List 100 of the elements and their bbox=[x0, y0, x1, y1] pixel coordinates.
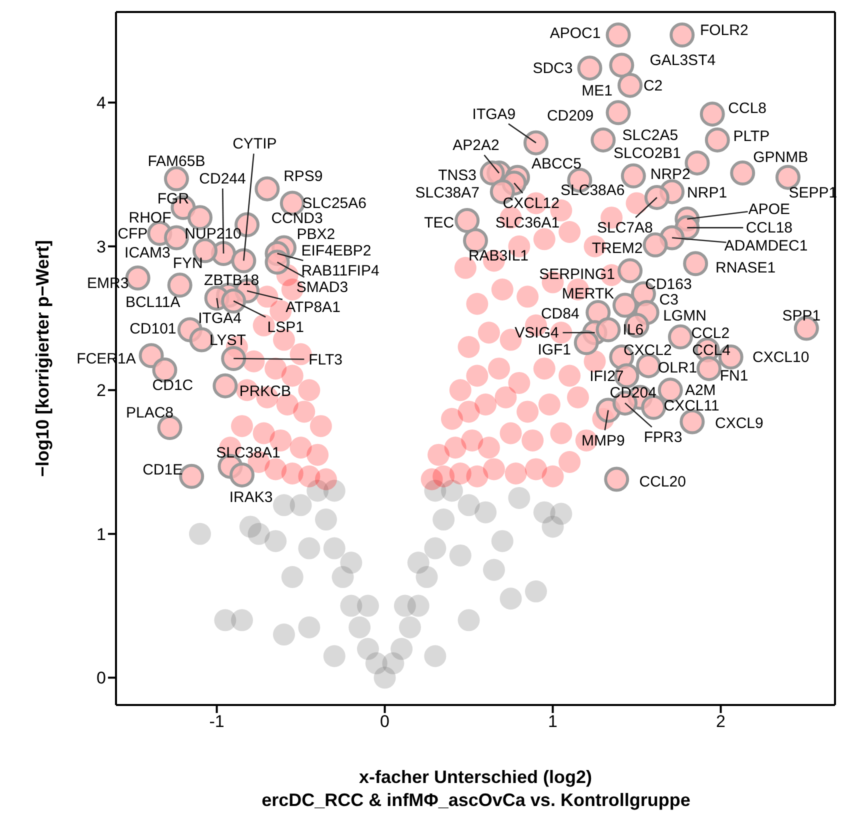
annotation: CD244 bbox=[199, 170, 246, 188]
annotation: CXCL9 bbox=[715, 414, 764, 432]
annotation: SLCO2B1 bbox=[613, 144, 682, 162]
point bbox=[239, 516, 262, 538]
annotation: RAB3IL1 bbox=[468, 248, 529, 265]
point bbox=[272, 624, 295, 646]
x-tick-label: -1 bbox=[209, 712, 224, 732]
point bbox=[340, 552, 362, 574]
annotation: IFI27 bbox=[590, 368, 624, 385]
annotation: FOLR2 bbox=[700, 22, 748, 40]
annotation: NRP1 bbox=[687, 184, 728, 202]
point bbox=[482, 558, 505, 581]
point bbox=[407, 552, 430, 574]
annotation: OLR1 bbox=[658, 360, 698, 377]
annotation: GPNMB bbox=[753, 149, 808, 166]
annotation: SLC7A8 bbox=[596, 219, 653, 236]
annotation: CCL4 bbox=[692, 342, 731, 359]
annotation: FGR bbox=[157, 190, 190, 208]
annotation: SLC2A5 bbox=[622, 126, 678, 144]
annotation: CCND3 bbox=[271, 210, 323, 227]
y-tick-label: 2 bbox=[96, 381, 106, 400]
point bbox=[458, 494, 480, 516]
point bbox=[432, 508, 455, 531]
annotation: SLC38A7 bbox=[415, 184, 480, 202]
annotation: LSP1 bbox=[267, 318, 304, 336]
point bbox=[390, 638, 413, 660]
annotation: RAB11FIP4 bbox=[301, 262, 380, 280]
point bbox=[458, 609, 480, 632]
annotation: CFP bbox=[118, 225, 148, 242]
annotation: SLC25A6 bbox=[302, 195, 366, 212]
annotation: CD209 bbox=[546, 108, 594, 125]
point bbox=[424, 645, 446, 668]
x-tick-label: 2 bbox=[716, 712, 726, 732]
point bbox=[356, 594, 379, 617]
y-tick-label: 3 bbox=[96, 237, 106, 256]
annotation: FPR3 bbox=[644, 429, 682, 446]
annotation: NRP2 bbox=[650, 166, 690, 183]
annotation: PLTP bbox=[733, 128, 770, 145]
annotation: CD204 bbox=[610, 384, 656, 402]
x-tick-label: 0 bbox=[380, 712, 390, 732]
annotation: VSIG4 bbox=[514, 324, 559, 342]
point bbox=[298, 537, 320, 560]
point bbox=[323, 537, 346, 560]
annotation: AP2A2 bbox=[452, 137, 500, 154]
annotation: ICAM3 bbox=[124, 244, 170, 262]
point bbox=[508, 486, 530, 509]
x-axis-title: x-facher Unterschied (log2) bbox=[358, 767, 592, 787]
annotation: IGF1 bbox=[538, 342, 572, 359]
annotation: C2 bbox=[643, 77, 663, 94]
annotation: CCL18 bbox=[746, 220, 793, 237]
annotation: SLC36A1 bbox=[495, 214, 560, 232]
annotation: CYTIP bbox=[232, 136, 277, 153]
annotation: LGMN bbox=[663, 307, 706, 324]
annotation: TREM2 bbox=[592, 240, 643, 257]
annotation: PBX2 bbox=[296, 226, 336, 243]
annotation: SPP1 bbox=[782, 307, 821, 324]
y-tick-label: 4 bbox=[96, 94, 106, 113]
point bbox=[524, 580, 547, 602]
annotation: CD101 bbox=[130, 320, 176, 338]
annotation: PLAC8 bbox=[126, 404, 174, 422]
annotation: SDC3 bbox=[532, 60, 573, 78]
annotation: ABCC5 bbox=[531, 155, 582, 172]
point bbox=[491, 530, 514, 552]
annotation: FLT3 bbox=[308, 352, 343, 368]
annotation: C3 bbox=[659, 291, 678, 308]
annotation: CD84 bbox=[540, 305, 580, 322]
annotation: CCL8 bbox=[728, 100, 767, 118]
annotation: CXCL2 bbox=[623, 342, 672, 360]
point bbox=[323, 645, 346, 668]
annotation: CD1E bbox=[142, 461, 183, 478]
annotation: IRAK3 bbox=[229, 488, 273, 506]
annotation: SLC38A1 bbox=[216, 444, 280, 462]
point bbox=[500, 588, 522, 610]
annotation: ME1 bbox=[582, 82, 612, 100]
annotation: CCL2 bbox=[691, 324, 730, 342]
annotation: RHOF bbox=[128, 210, 172, 227]
annotation: LYST bbox=[209, 332, 246, 349]
annotation: CXCL11 bbox=[664, 397, 720, 414]
annotation: CD163 bbox=[645, 276, 692, 293]
annotation: TEC bbox=[424, 214, 454, 232]
point bbox=[550, 502, 572, 525]
annotation: MMP9 bbox=[582, 432, 625, 450]
point bbox=[356, 638, 379, 660]
annotation: BCL11A bbox=[125, 294, 180, 312]
annotation: ATP8A1 bbox=[286, 298, 340, 316]
point bbox=[449, 544, 472, 566]
y-tick-label: 0 bbox=[96, 668, 106, 688]
x-tick-label: 1 bbox=[548, 712, 558, 732]
annotation: RPS9 bbox=[284, 168, 323, 185]
annotation: CD1C bbox=[152, 377, 194, 394]
point bbox=[188, 522, 211, 545]
annotation: SMAD3 bbox=[296, 279, 348, 296]
annotation: MERTK bbox=[562, 285, 614, 302]
y-tick-label: 1 bbox=[96, 524, 106, 544]
point bbox=[314, 508, 337, 531]
point bbox=[348, 616, 371, 638]
point bbox=[281, 566, 304, 588]
annotation: FAM65B bbox=[148, 152, 206, 170]
annotation: EIF4EBP2 bbox=[301, 242, 372, 260]
annotation: ZBTB18 bbox=[204, 272, 260, 290]
